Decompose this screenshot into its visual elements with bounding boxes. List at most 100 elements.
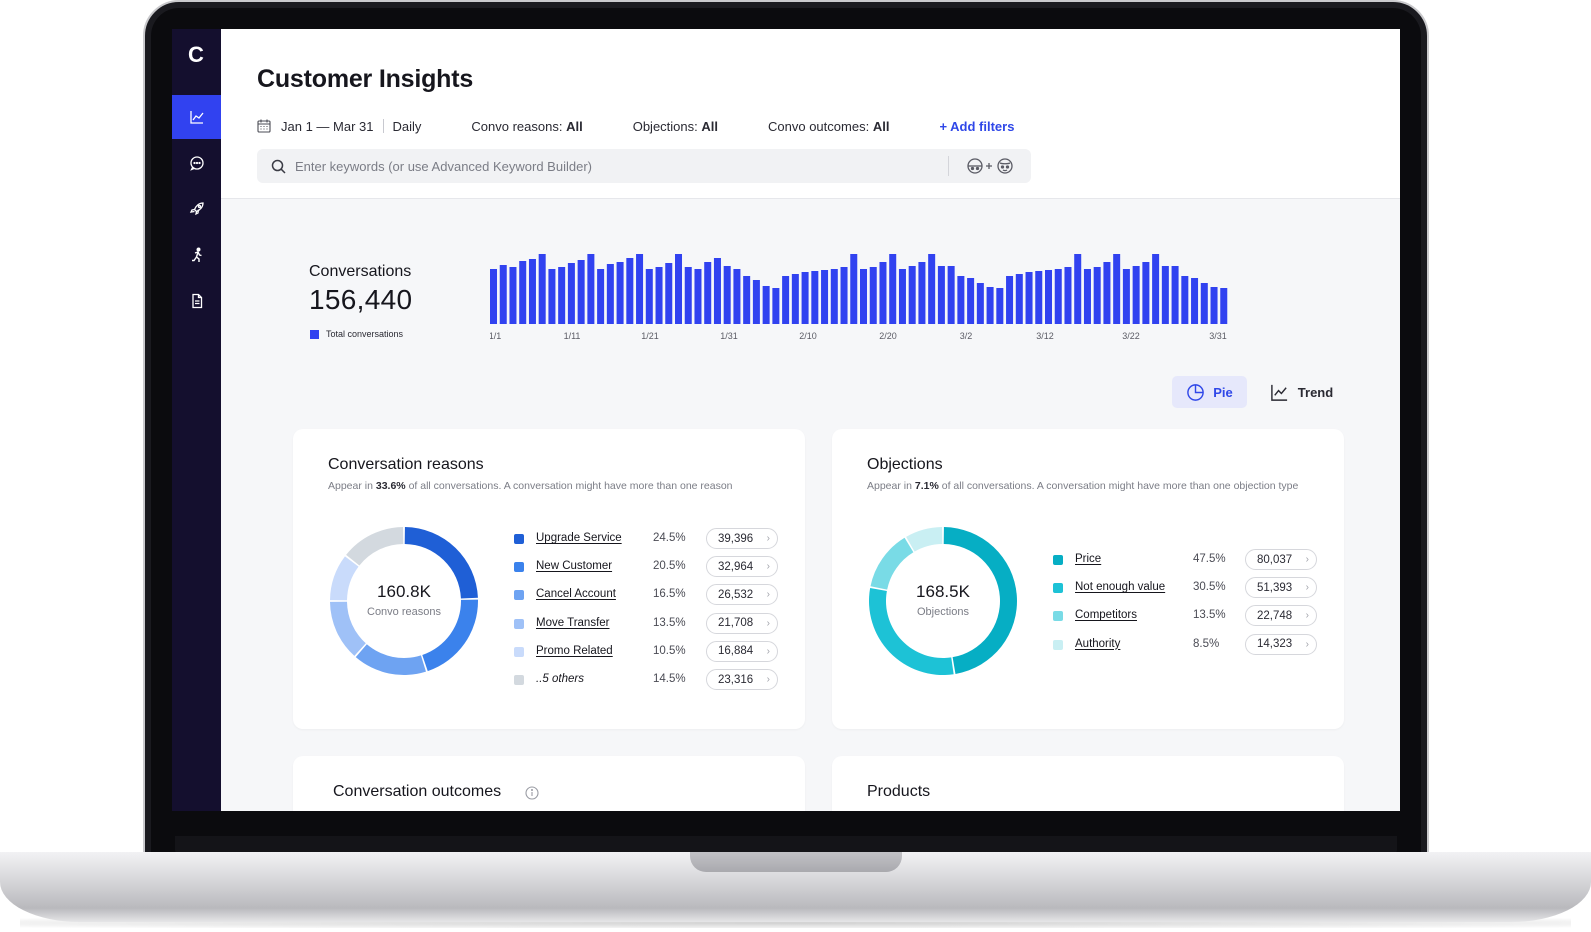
info-icon[interactable]	[525, 786, 539, 800]
chart-bar[interactable]	[558, 267, 566, 324]
calendar-icon[interactable]	[257, 119, 271, 133]
legend-row[interactable]: Competitors 13.5% 22,748 ›	[1053, 605, 1323, 627]
donut-slice[interactable]	[870, 537, 914, 590]
chart-bar[interactable]	[636, 254, 644, 324]
donut-slice[interactable]	[943, 527, 1017, 674]
chart-bar[interactable]	[772, 288, 780, 324]
conversations-bar-chart[interactable]: 1/1 1/11 1/21 1/31 2/10 2/20 3/2 3/12 3/22 3/31	[490, 249, 1240, 349]
chart-bar[interactable]	[713, 258, 721, 324]
donut-slice[interactable]	[422, 599, 478, 672]
legend-item-link[interactable]: Authority	[1075, 637, 1121, 650]
chart-bar[interactable]	[1200, 283, 1208, 324]
chart-bar[interactable]	[1191, 278, 1199, 324]
chart-bar[interactable]	[704, 262, 712, 324]
chart-bar[interactable]	[626, 258, 634, 324]
donut-slice[interactable]	[330, 556, 359, 601]
chart-bar[interactable]	[606, 264, 614, 324]
chart-bar[interactable]	[675, 254, 683, 324]
chart-bar[interactable]	[1035, 271, 1043, 324]
chart-bar[interactable]	[490, 269, 498, 324]
chart-bar[interactable]	[1074, 254, 1082, 324]
sidebar-item-insights[interactable]	[172, 95, 221, 139]
legend-row[interactable]: Price 47.5% 80,037 ›	[1053, 549, 1323, 571]
legend-row[interactable]: ..5 others 14.5% 23,316 ›	[514, 669, 784, 691]
chart-bar[interactable]	[762, 286, 770, 324]
legend-item-link[interactable]: Price	[1075, 553, 1102, 565]
legend-row[interactable]: Authority 8.5% 14,323 ›	[1053, 633, 1323, 656]
legend-item-link[interactable]: Cancel Account	[536, 588, 616, 601]
donut-slice[interactable]	[869, 588, 954, 675]
chart-bar[interactable]	[937, 266, 945, 324]
keyword-builder-icon[interactable]	[965, 157, 1015, 175]
chart-bar[interactable]	[1054, 269, 1062, 324]
donut-slice[interactable]	[906, 527, 943, 552]
legend-item-link[interactable]: Not enough value	[1075, 581, 1166, 594]
chart-bar[interactable]	[1113, 254, 1121, 324]
chart-bar[interactable]	[1015, 274, 1023, 324]
chart-bar[interactable]	[723, 266, 731, 324]
chart-bar[interactable]	[1083, 269, 1091, 324]
chart-bar[interactable]	[947, 266, 955, 324]
chart-bar[interactable]	[655, 267, 663, 324]
chart-bar[interactable]	[694, 269, 702, 324]
chart-bar[interactable]	[791, 274, 799, 324]
chart-bar[interactable]	[645, 269, 653, 324]
donut-slice[interactable]	[346, 527, 404, 566]
chart-bar[interactable]	[665, 263, 673, 324]
legend-item-link[interactable]: New Customer	[536, 560, 613, 573]
chart-bar[interactable]	[1142, 262, 1150, 324]
donut-slice[interactable]	[404, 527, 478, 599]
chart-bar[interactable]	[509, 267, 517, 324]
donut-slice[interactable]	[330, 601, 366, 656]
chart-bar[interactable]	[986, 287, 994, 324]
chart-bar[interactable]	[928, 254, 936, 324]
sidebar-item-launch[interactable]	[172, 187, 221, 231]
chart-bar[interactable]	[976, 283, 984, 324]
chart-bar[interactable]	[616, 262, 624, 324]
chart-bar[interactable]	[898, 269, 906, 324]
legend-row[interactable]: Cancel Account 16.5% 26,532 ›	[514, 584, 784, 606]
chart-bar[interactable]	[860, 269, 868, 324]
chart-bar[interactable]	[1064, 267, 1072, 324]
legend-row[interactable]: Not enough value 30.5% 51,393 ›	[1053, 577, 1323, 599]
sidebar-item-reports[interactable]	[172, 279, 221, 323]
chart-bar[interactable]	[752, 280, 760, 324]
chart-bar[interactable]	[548, 269, 556, 324]
date-range-picker[interactable]: Jan 1 — Mar 31	[281, 118, 374, 134]
objections-donut-chart[interactable]	[868, 526, 1018, 676]
legend-row[interactable]: Move Transfer 13.5% 21,708 ›	[514, 612, 784, 635]
count-pill-button[interactable]: 39,396 ›	[706, 528, 778, 549]
reasons-donut-chart[interactable]	[329, 526, 479, 676]
chart-bar[interactable]	[1045, 270, 1053, 324]
filter-objections[interactable]: Objections: All	[633, 119, 718, 134]
chart-bar[interactable]	[918, 262, 926, 324]
chart-bar[interactable]	[821, 270, 829, 324]
count-pill-button[interactable]: 14,323 ›	[1245, 633, 1317, 655]
chart-bar[interactable]	[577, 260, 585, 324]
chart-bar[interactable]	[889, 254, 897, 324]
chart-bar[interactable]	[1006, 276, 1014, 324]
add-filters-button[interactable]: + Add filters	[939, 118, 1015, 134]
pie-view-button[interactable]: Pie	[1172, 376, 1247, 408]
legend-row[interactable]: Promo Related 10.5% 16,884 ›	[514, 640, 784, 663]
count-pill-button[interactable]: 51,393 ›	[1245, 577, 1317, 599]
chart-bar[interactable]	[957, 276, 965, 324]
chart-bar[interactable]	[1171, 266, 1179, 324]
count-pill-button[interactable]: 23,316 ›	[706, 669, 778, 690]
chart-bar[interactable]	[1181, 276, 1189, 324]
filter-convo-reasons[interactable]: Convo reasons: All	[471, 119, 582, 134]
chart-bar[interactable]	[1161, 266, 1169, 324]
chart-bar[interactable]	[830, 269, 838, 324]
legend-item-link[interactable]: Promo Related	[536, 644, 613, 657]
sidebar-item-conversations[interactable]	[172, 141, 221, 185]
chart-bar[interactable]	[1093, 267, 1101, 324]
trend-view-button[interactable]: Trend	[1264, 376, 1339, 408]
app-logo[interactable]: C	[188, 42, 204, 67]
chart-bar[interactable]	[967, 278, 975, 324]
legend-item-link[interactable]: Upgrade Service	[536, 532, 622, 544]
chart-bar[interactable]	[850, 254, 858, 324]
chart-bar[interactable]	[733, 269, 741, 324]
count-pill-button[interactable]: 22,748 ›	[1245, 605, 1317, 627]
count-pill-button[interactable]: 26,532 ›	[706, 584, 778, 606]
chart-bar[interactable]	[1025, 272, 1033, 324]
